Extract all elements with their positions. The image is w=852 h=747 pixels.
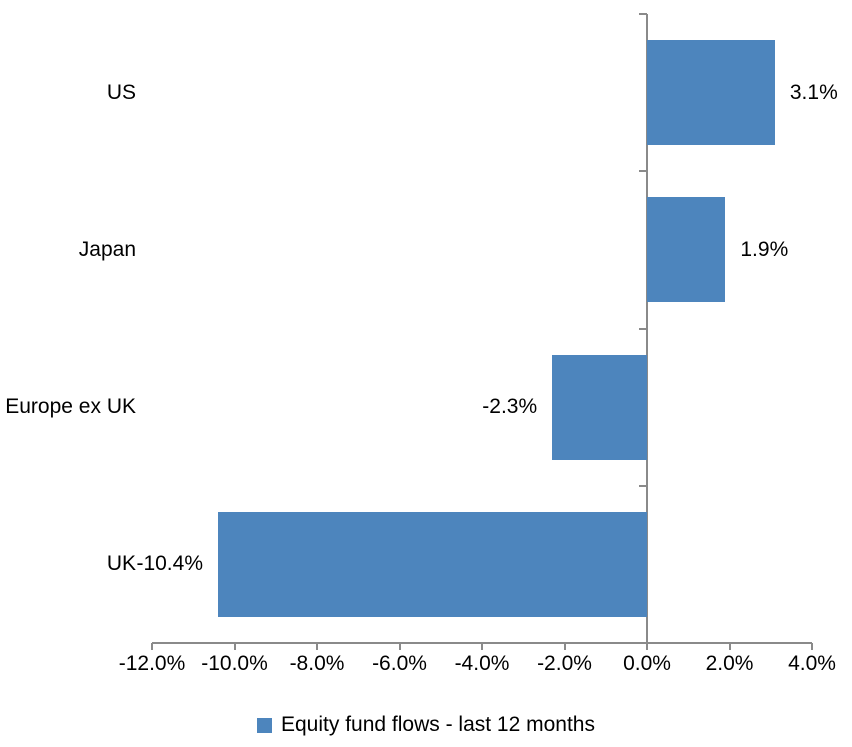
category-axis-tick bbox=[639, 327, 647, 330]
x-axis-tick-label: -12.0% bbox=[118, 652, 186, 675]
x-axis-tick-label: 2.0% bbox=[705, 652, 754, 675]
x-axis-tick bbox=[398, 643, 401, 650]
category-axis-tick bbox=[639, 13, 647, 15]
bar-europe-ex-uk bbox=[552, 354, 647, 460]
bar-japan bbox=[647, 197, 726, 303]
bar-uk bbox=[218, 511, 647, 617]
data-label: 1.9% bbox=[740, 237, 789, 261]
x-axis-tick bbox=[481, 643, 483, 650]
x-axis-tick-label: 4.0% bbox=[788, 652, 836, 675]
category-label: US bbox=[106, 80, 136, 104]
category-label: Europe ex UK bbox=[5, 395, 136, 419]
x-axis-tick bbox=[728, 643, 731, 650]
data-label: -10.4% bbox=[136, 552, 203, 576]
category-axis-tick bbox=[639, 170, 647, 173]
category-label: Japan bbox=[78, 237, 136, 261]
x-axis-tick-label: -4.0% bbox=[454, 652, 510, 675]
x-axis-tick-label: 0.0% bbox=[623, 652, 671, 675]
x-axis-tick bbox=[811, 643, 813, 650]
x-axis-tick-label: -8.0% bbox=[289, 652, 345, 675]
x-axis-tick-label: -6.0% bbox=[372, 652, 427, 675]
category-axis-tick bbox=[639, 642, 647, 644]
x-axis-tick-label: -10.0% bbox=[201, 652, 268, 675]
x-axis-tick-label: -2.0% bbox=[537, 652, 592, 675]
legend-series-swatch bbox=[257, 717, 272, 733]
x-axis-tick bbox=[646, 643, 648, 650]
bar-us bbox=[647, 40, 775, 146]
category-axis-tick bbox=[639, 484, 647, 487]
category-axis-line bbox=[646, 14, 648, 650]
data-label: 3.1% bbox=[789, 80, 838, 104]
x-axis-tick bbox=[151, 643, 153, 650]
legend: Equity fund flows - last 12 months bbox=[0, 713, 852, 737]
x-axis-tick bbox=[563, 643, 566, 650]
data-label: -2.3% bbox=[482, 395, 538, 419]
x-axis-tick bbox=[316, 643, 318, 650]
category-label: UK bbox=[106, 552, 136, 576]
x-axis-tick bbox=[233, 643, 236, 650]
legend-series-label: Equity fund flows - last 12 months bbox=[281, 713, 595, 736]
